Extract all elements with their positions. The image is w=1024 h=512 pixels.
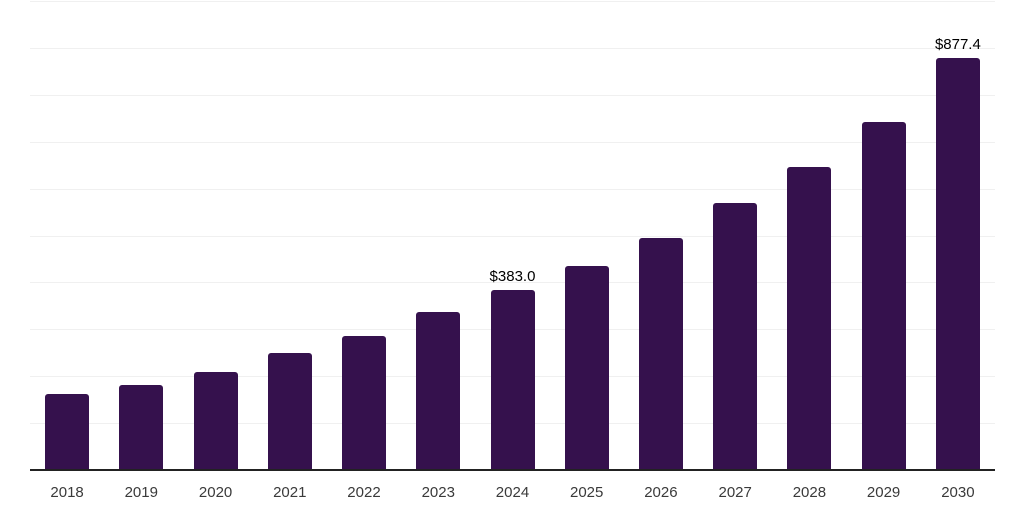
bar-2019 [119,385,164,470]
x-tick-label-2021: 2021 [273,484,307,501]
bar-2023 [416,312,461,470]
gridline-900 [30,48,995,49]
bar-2025 [564,266,609,470]
value-label-2024: $383.0 [489,268,536,285]
gridline-1000 [30,1,995,2]
x-tick-label-2018: 2018 [50,484,84,501]
value-label-2030: $877.4 [934,36,981,53]
gridline-700 [30,142,995,143]
bar-2021 [267,353,312,470]
x-tick-label-2020: 2020 [198,484,233,501]
bar-2020 [193,372,238,470]
x-tick-label-2023: 2023 [421,484,455,501]
bar-2024 [490,290,535,470]
x-tick-label-2022: 2022 [347,484,381,501]
gridline-500 [30,236,995,237]
x-tick-label-2025: 2025 [570,484,604,501]
x-tick-label-2019: 2019 [124,484,158,501]
bar-2022 [342,336,386,470]
x-axis-line [30,469,995,471]
bar-2027 [713,203,758,470]
bar-2028 [787,167,832,470]
gridline-400 [30,282,995,283]
gridline-800 [30,95,995,96]
bar-2018 [45,394,90,470]
bar-2029 [861,122,906,470]
x-tick-label-2027: 2027 [718,484,752,501]
gridline-600 [30,189,995,190]
bar-2030 [935,58,980,470]
x-tick-label-2030: 2030 [941,484,975,501]
x-tick-label-2028: 2028 [792,484,827,501]
x-tick-label-2024: 2024 [495,484,530,501]
x-tick-label-2029: 2029 [866,484,901,501]
x-tick-label-2026: 2026 [644,484,678,501]
bar-2026 [639,238,683,470]
